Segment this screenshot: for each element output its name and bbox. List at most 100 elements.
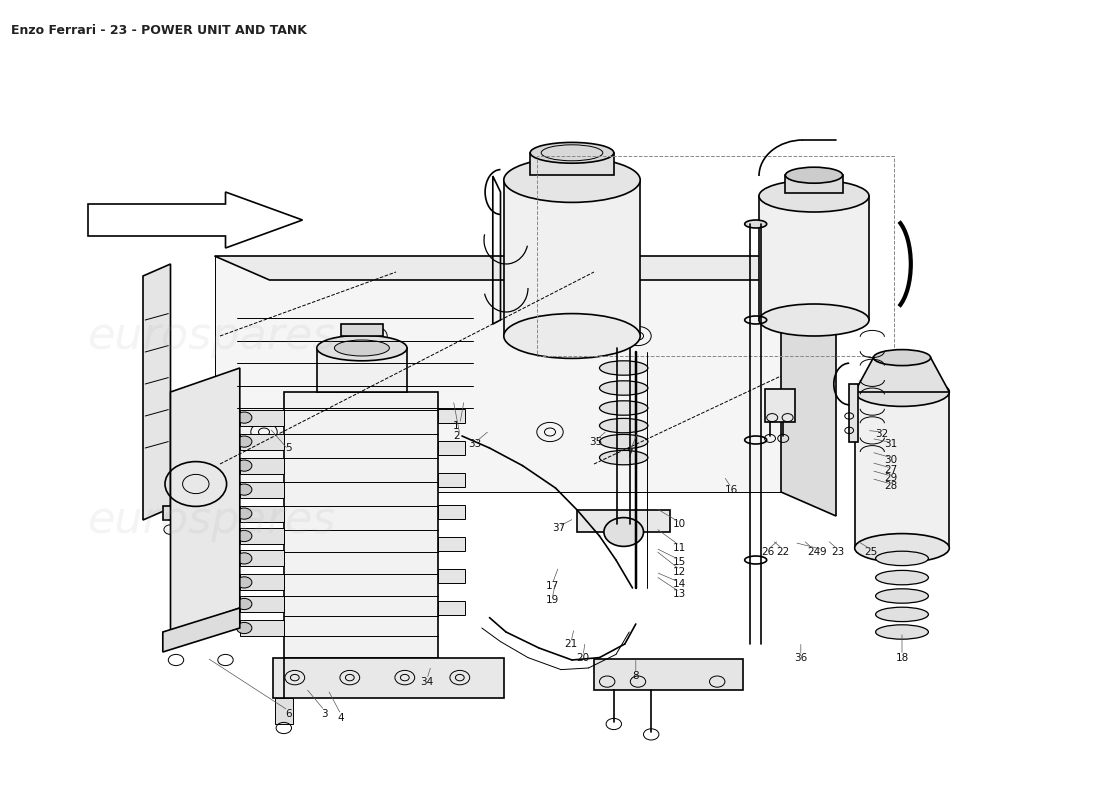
Bar	[240, 574, 284, 590]
Text: 27: 27	[884, 466, 898, 475]
Text: 29: 29	[884, 474, 898, 483]
Bar	[240, 458, 284, 474]
Circle shape	[236, 553, 252, 564]
Text: 1: 1	[453, 421, 460, 430]
Bar	[438, 537, 465, 551]
Ellipse shape	[600, 434, 648, 449]
Text: 13: 13	[673, 589, 686, 598]
Text: 2: 2	[453, 431, 460, 441]
Text: 36: 36	[794, 653, 807, 662]
Text: 34: 34	[420, 677, 433, 686]
Bar	[240, 550, 284, 566]
Bar	[504, 180, 640, 336]
Bar	[759, 196, 869, 320]
Text: 12: 12	[673, 567, 686, 577]
Bar	[530, 153, 614, 175]
Text: 14: 14	[673, 579, 686, 589]
Polygon shape	[284, 392, 438, 658]
Circle shape	[236, 577, 252, 588]
Polygon shape	[214, 256, 836, 280]
Text: 35: 35	[590, 437, 603, 446]
Bar	[240, 620, 284, 636]
Ellipse shape	[504, 158, 640, 202]
Text: 25: 25	[865, 547, 878, 557]
Text: 3: 3	[321, 709, 328, 718]
Ellipse shape	[530, 142, 614, 163]
Text: eurospares: eurospares	[88, 314, 337, 358]
Bar	[240, 506, 284, 522]
Ellipse shape	[745, 220, 767, 228]
Polygon shape	[214, 256, 781, 492]
Bar	[849, 384, 858, 442]
Ellipse shape	[600, 450, 648, 465]
Text: 6: 6	[285, 709, 292, 718]
Text: 11: 11	[673, 543, 686, 553]
Text: 10: 10	[673, 519, 686, 529]
Ellipse shape	[876, 570, 928, 585]
Circle shape	[236, 484, 252, 495]
Ellipse shape	[600, 361, 648, 375]
Ellipse shape	[873, 350, 931, 366]
Bar	[240, 434, 284, 450]
Bar	[341, 324, 383, 336]
Bar	[438, 409, 465, 423]
Ellipse shape	[759, 304, 869, 336]
Bar	[317, 348, 407, 392]
Ellipse shape	[876, 607, 928, 622]
Circle shape	[236, 598, 252, 610]
Circle shape	[236, 412, 252, 423]
Polygon shape	[143, 264, 170, 520]
Ellipse shape	[855, 378, 949, 406]
Text: 15: 15	[673, 557, 686, 566]
Ellipse shape	[600, 381, 648, 395]
Text: 24: 24	[807, 547, 821, 557]
Text: 18: 18	[895, 653, 909, 662]
Text: 26: 26	[761, 547, 774, 557]
Text: 8: 8	[632, 671, 639, 681]
Text: 7: 7	[626, 450, 632, 459]
Bar	[438, 473, 465, 487]
Ellipse shape	[759, 180, 869, 212]
Bar	[240, 482, 284, 498]
Text: 30: 30	[884, 455, 898, 465]
Text: 32: 32	[876, 429, 889, 438]
Polygon shape	[163, 608, 240, 652]
Bar	[240, 410, 284, 426]
Circle shape	[236, 508, 252, 519]
Bar	[438, 441, 465, 455]
Circle shape	[236, 530, 252, 542]
Bar	[163, 506, 216, 520]
Polygon shape	[170, 368, 240, 632]
Text: 33: 33	[469, 439, 482, 449]
Circle shape	[236, 622, 252, 634]
Bar	[240, 596, 284, 612]
Bar	[438, 601, 465, 615]
Polygon shape	[781, 256, 836, 516]
Ellipse shape	[876, 625, 928, 639]
Polygon shape	[855, 358, 949, 392]
Ellipse shape	[855, 534, 949, 562]
Bar	[273, 658, 504, 698]
Text: 16: 16	[725, 485, 738, 494]
Text: 5: 5	[285, 443, 292, 453]
Text: 23: 23	[832, 547, 845, 557]
Bar	[594, 659, 742, 690]
Bar	[438, 505, 465, 519]
Text: 37: 37	[552, 523, 565, 533]
Text: 28: 28	[884, 482, 898, 491]
Text: 4: 4	[338, 713, 344, 722]
Ellipse shape	[876, 589, 928, 603]
Ellipse shape	[504, 314, 640, 358]
Ellipse shape	[600, 401, 648, 415]
Bar	[855, 392, 949, 548]
Bar	[764, 389, 795, 422]
Text: 17: 17	[546, 581, 559, 590]
Circle shape	[236, 436, 252, 447]
Bar	[438, 569, 465, 583]
Text: 21: 21	[564, 639, 578, 649]
Ellipse shape	[600, 418, 648, 433]
Ellipse shape	[334, 340, 389, 356]
Bar	[275, 698, 293, 724]
Text: 31: 31	[884, 439, 898, 449]
Bar	[578, 510, 670, 532]
